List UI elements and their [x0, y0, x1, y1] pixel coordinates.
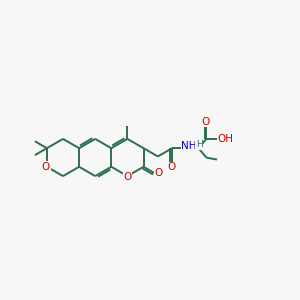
Text: O: O [42, 162, 50, 172]
Text: O: O [202, 117, 210, 127]
Text: H: H [196, 140, 202, 149]
Text: O: O [155, 168, 163, 178]
Text: O: O [168, 162, 176, 172]
Text: O: O [123, 172, 132, 182]
Text: NH: NH [181, 141, 197, 151]
Text: OH: OH [218, 134, 233, 144]
